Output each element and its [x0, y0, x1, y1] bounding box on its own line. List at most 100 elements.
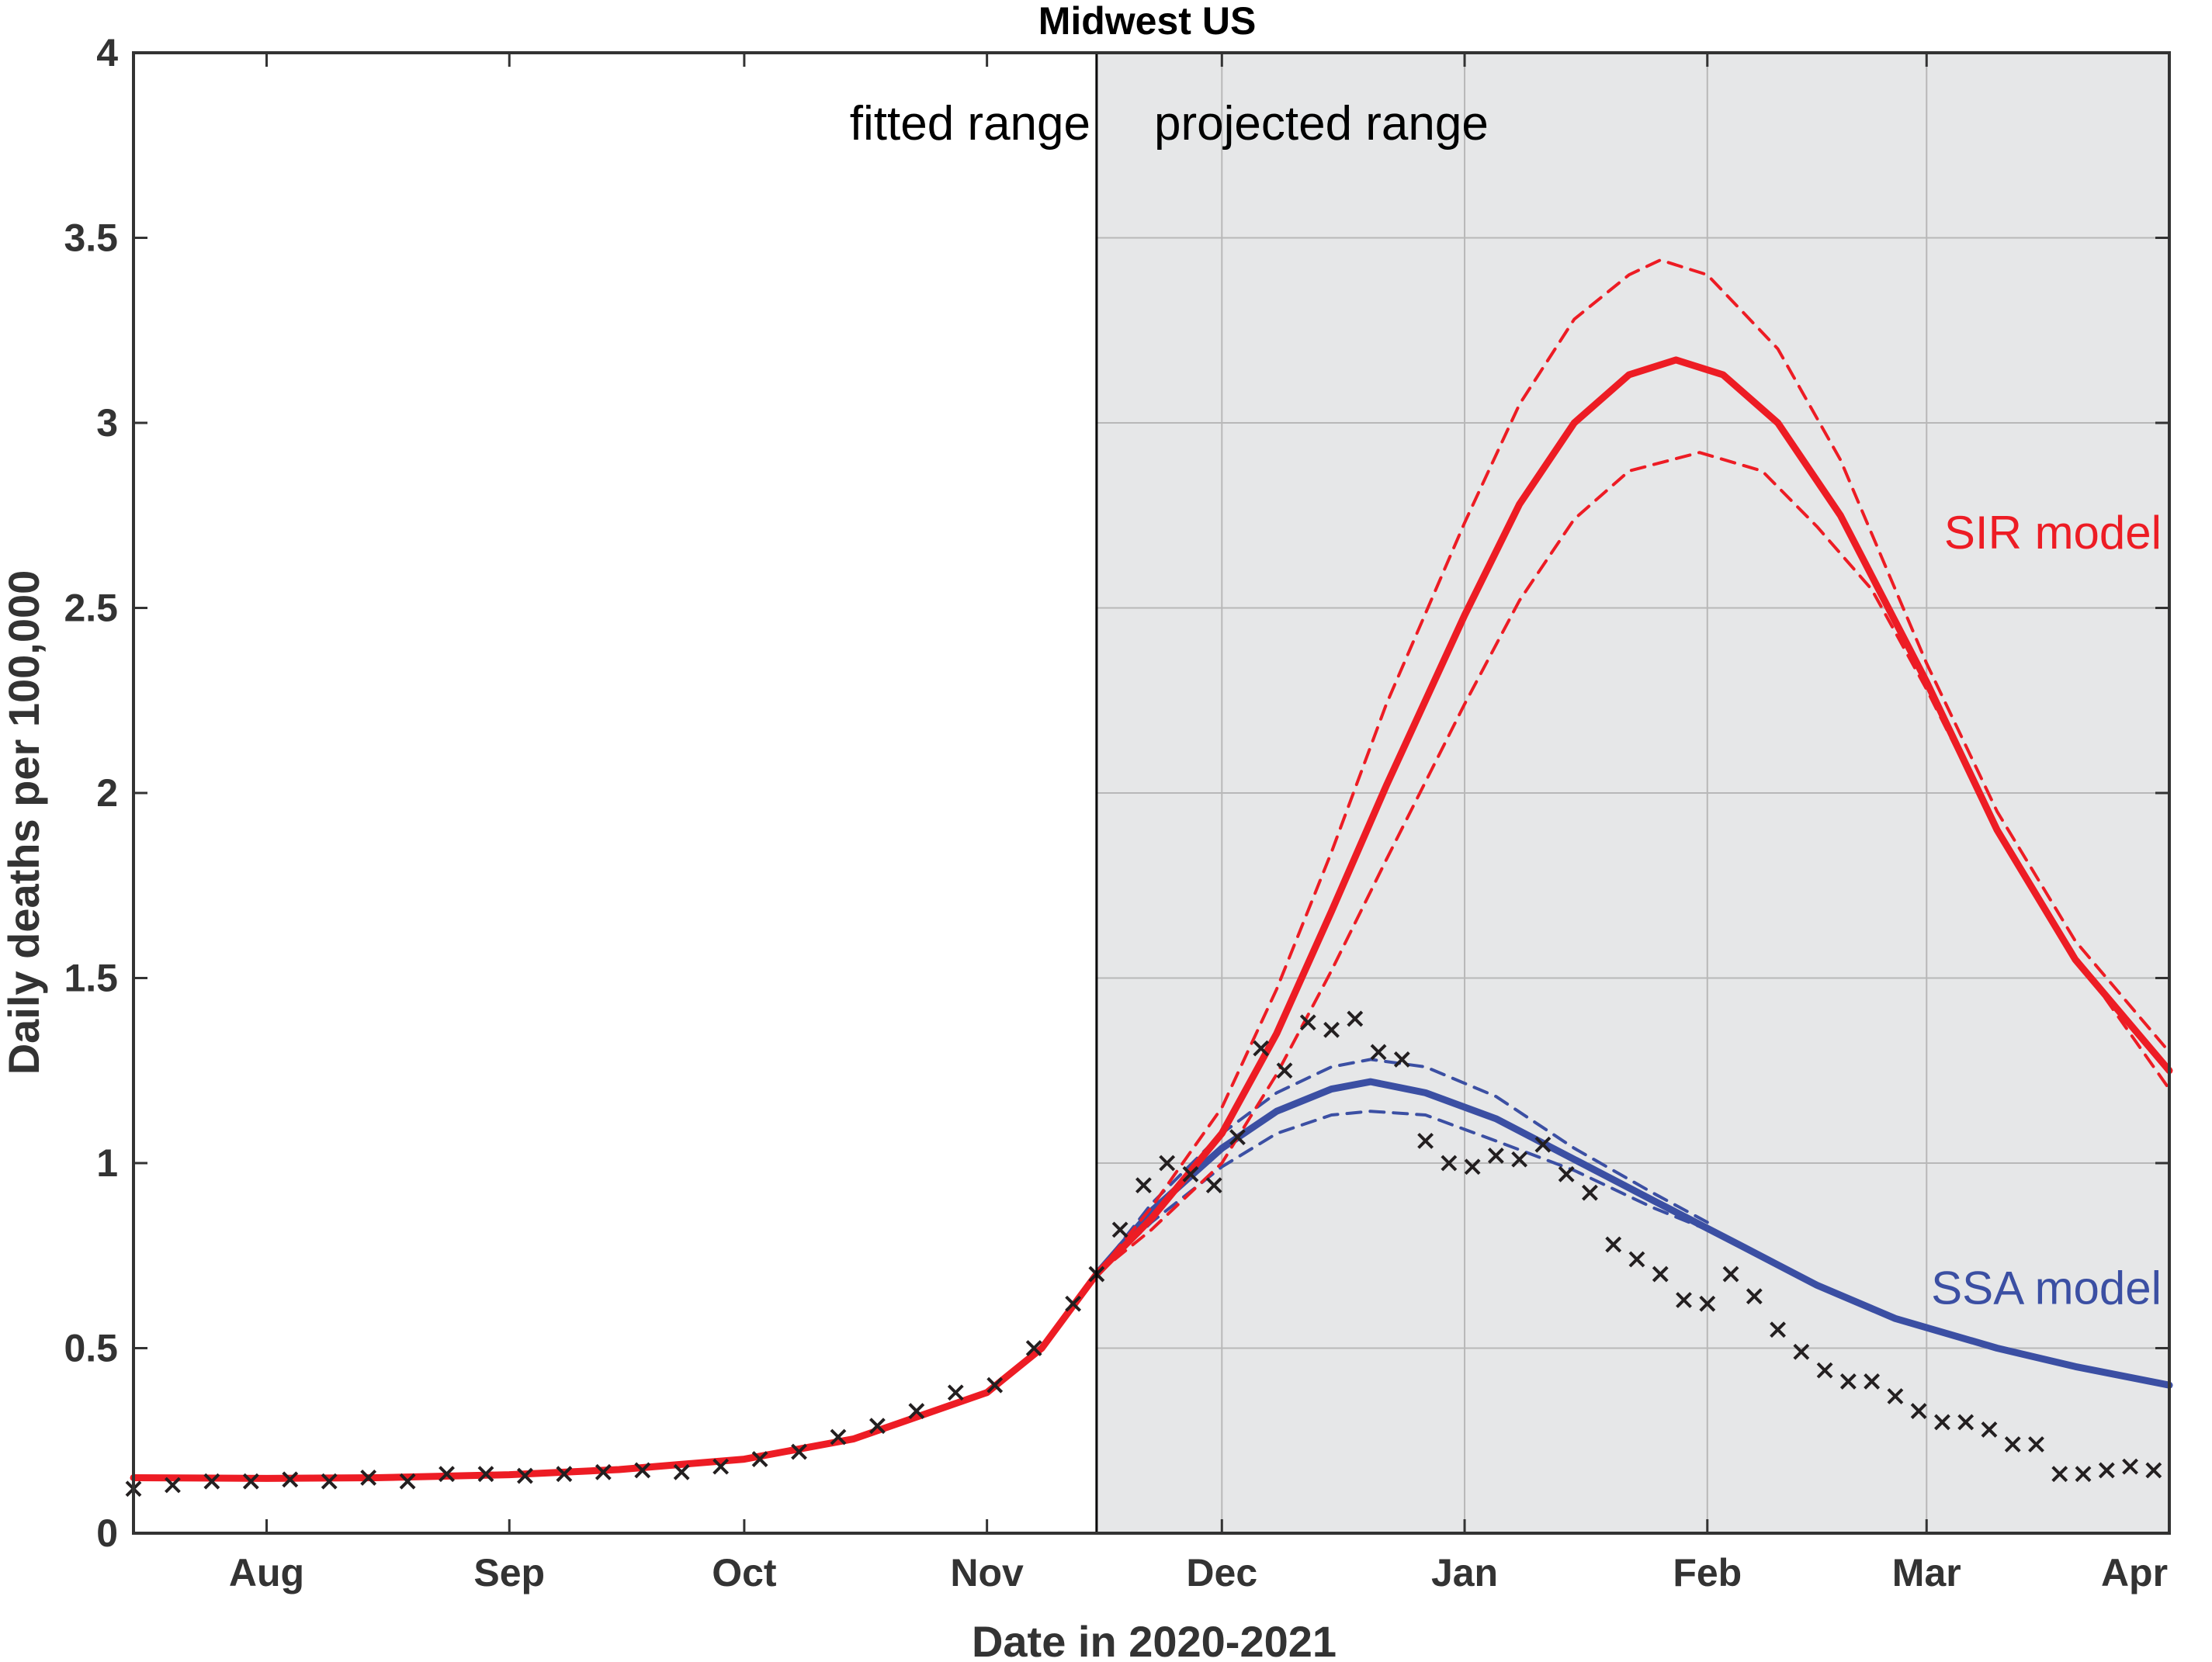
- observed-point: [1111, 1221, 1129, 1238]
- series-bound-dashed: [1094, 1110, 1709, 1276]
- series-layer: [130, 258, 2173, 1482]
- observed-point: [1839, 1373, 1857, 1390]
- observed-point: [439, 1466, 455, 1483]
- x-tick-label: Aug: [229, 1551, 304, 1594]
- observed-point: [1981, 1421, 1998, 1438]
- observed-point: [1605, 1236, 1622, 1253]
- observed-point: [1323, 1021, 1340, 1038]
- y-tick-label: 0.5: [64, 1327, 118, 1370]
- observed-point: [1722, 1266, 1739, 1283]
- observed-point: [203, 1473, 220, 1490]
- series-line-sir: [130, 356, 2173, 1482]
- observed-point: [595, 1463, 612, 1480]
- observed-point: [1065, 1295, 1082, 1312]
- observed-point: [634, 1462, 651, 1479]
- observed-point: [908, 1403, 925, 1420]
- x-tick-label: Apr: [2101, 1551, 2168, 1594]
- observed-point: [1887, 1388, 1904, 1404]
- observed-point: [1582, 1184, 1598, 1201]
- y-tick-label: 4: [96, 31, 118, 74]
- observed-point: [282, 1471, 299, 1488]
- y-tick-label: 0: [96, 1511, 118, 1555]
- observed-point: [1534, 1136, 1552, 1153]
- y-tick-label: 1: [96, 1141, 118, 1185]
- observed-point: [1276, 1062, 1293, 1079]
- grid: [1096, 52, 2170, 1534]
- observed-point: [1793, 1343, 1810, 1360]
- observed-point: [1816, 1362, 1833, 1379]
- observed-point: [1299, 1014, 1316, 1031]
- observed-point: [830, 1428, 847, 1446]
- observed-point: [477, 1466, 494, 1483]
- series-annotation: SSA model: [1931, 1262, 2162, 1314]
- observed-point: [2122, 1458, 2138, 1475]
- observed-point: [673, 1463, 690, 1480]
- observed-point: [1025, 1340, 1042, 1356]
- x-tick-label: Jan: [1431, 1551, 1498, 1594]
- y-tick-label: 2.5: [64, 587, 118, 630]
- observed-point: [1676, 1292, 1692, 1308]
- observed-point: [360, 1470, 377, 1486]
- observed-point: [1957, 1414, 1975, 1431]
- x-tick-label: Feb: [1673, 1551, 1742, 1594]
- projected-range-label: projected range: [1154, 97, 1489, 151]
- observed-point: [1229, 1129, 1246, 1146]
- observed-point: [947, 1384, 964, 1401]
- observed-point: [1558, 1165, 1575, 1182]
- observed-point: [2051, 1466, 2068, 1483]
- observed-point: [712, 1458, 730, 1475]
- series-annotation: SIR model: [1944, 507, 2162, 559]
- observed-point: [242, 1473, 259, 1490]
- chart-title: Midwest US: [1038, 0, 1257, 43]
- series-bound-dashed: [1094, 258, 2171, 1276]
- observed-point: [1182, 1165, 1199, 1182]
- observed-point: [1464, 1158, 1481, 1176]
- x-tick-label: Nov: [950, 1551, 1024, 1594]
- observed-point: [1441, 1155, 1458, 1172]
- x-tick-label: Oct: [712, 1551, 777, 1594]
- observed-point: [1370, 1044, 1387, 1061]
- y-tick-label: 3: [96, 401, 118, 445]
- x-tick-label: Dec: [1186, 1551, 1257, 1594]
- observed-point: [1253, 1040, 1270, 1057]
- observed-point: [1417, 1132, 1434, 1149]
- observed-point: [1770, 1321, 1786, 1338]
- observed-point: [1910, 1403, 1927, 1420]
- observed-point: [1511, 1151, 1528, 1168]
- observed-point: [986, 1376, 1004, 1394]
- observed-point: [1652, 1266, 1669, 1283]
- observed-point: [1393, 1051, 1410, 1068]
- observed-point: [2145, 1462, 2162, 1479]
- observed-point: [1934, 1414, 1950, 1431]
- observed-point: [2075, 1466, 2092, 1483]
- observed-point: [517, 1467, 533, 1484]
- observed-point: [1205, 1177, 1222, 1194]
- x-axis-label: Date in 2020-2021: [972, 1617, 1337, 1662]
- series-bound-dashed: [1094, 1058, 1709, 1276]
- observed-point: [2004, 1436, 2021, 1453]
- observed-point: [1628, 1251, 1645, 1268]
- observed-point: [2098, 1462, 2115, 1479]
- observed-point: [1487, 1148, 1504, 1164]
- series-bound-dashed: [1094, 451, 2171, 1276]
- fitted-range-label: fitted range: [850, 97, 1090, 151]
- observed-point: [2028, 1436, 2044, 1453]
- observed-point: [1159, 1155, 1176, 1172]
- observed-point: [791, 1443, 807, 1460]
- observed-point: [399, 1473, 416, 1490]
- x-tick-label: Mar: [1892, 1551, 1961, 1594]
- x-tick-label: Sep: [473, 1551, 545, 1594]
- axis-ticks: Aug Sep Oct Nov Dec Jan Feb Mar Apr 0 0.5 1 1.5 2 2.5 3…: [64, 31, 2171, 1594]
- observed-point: [1699, 1295, 1716, 1312]
- y-tick-label: 1.5: [64, 957, 118, 1000]
- y-tick-label: 2: [96, 771, 118, 815]
- observed-point: [556, 1466, 573, 1483]
- observed-point: [1746, 1288, 1763, 1305]
- observed-point: [1135, 1177, 1152, 1194]
- y-axis-label: Daily deaths per 100,000: [0, 570, 48, 1075]
- observed-point: [1347, 1010, 1364, 1027]
- observed-point: [165, 1477, 181, 1494]
- observed-point: [751, 1451, 768, 1468]
- observed-point: [321, 1473, 338, 1490]
